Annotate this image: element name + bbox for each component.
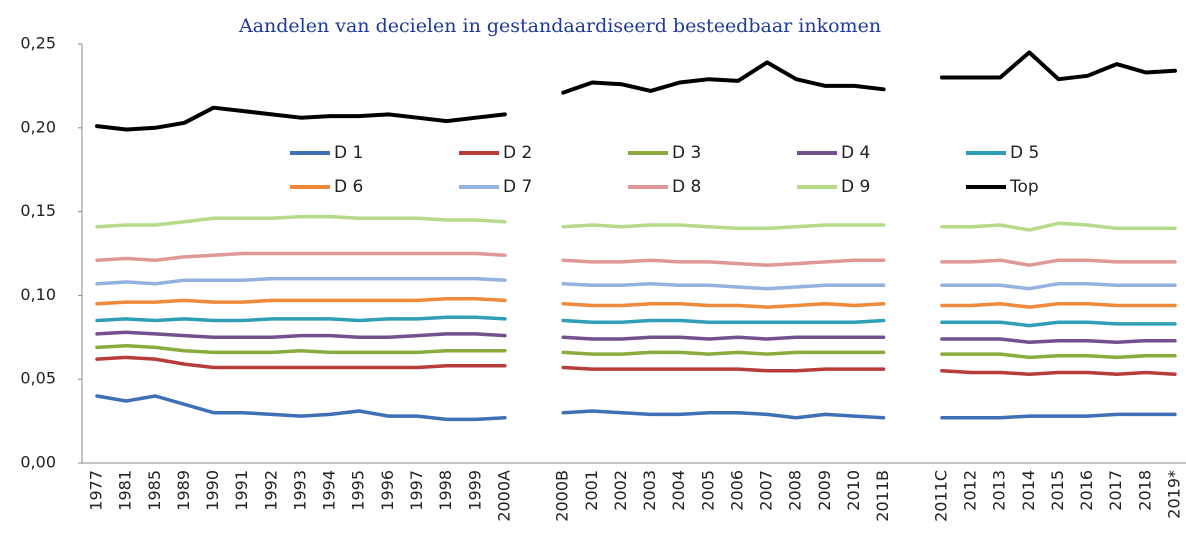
legend-label: D 9 — [841, 177, 870, 197]
x-tick-label: 1989 — [174, 470, 193, 511]
line-series — [95, 50, 1177, 132]
legend-label: D 3 — [672, 143, 701, 163]
line-series — [95, 214, 1177, 232]
x-tick-label: 1997 — [407, 470, 426, 511]
x-tick-label: 1994 — [320, 470, 339, 511]
x-tick-label: 2015 — [1048, 470, 1067, 511]
line-series — [95, 343, 1177, 360]
x-tick-label: 2000B — [553, 470, 572, 522]
legend-label: D 4 — [841, 143, 870, 163]
x-tick-label: 2017 — [1106, 470, 1125, 511]
x-tick-label: 2002 — [611, 470, 630, 511]
line-series — [95, 394, 1177, 422]
line-series — [95, 297, 1177, 309]
x-tick-label: 1999 — [465, 470, 484, 511]
legend-label: D 6 — [334, 177, 363, 197]
line-series — [95, 276, 1177, 291]
x-tick-label: 2011B — [873, 470, 892, 522]
line-series — [95, 315, 1177, 328]
x-tick-label: 2016 — [1077, 470, 1096, 511]
legend-label: D 5 — [1010, 143, 1039, 163]
legend-label: D 1 — [334, 143, 363, 163]
x-tick-label: 1991 — [232, 470, 251, 511]
x-tick-label: 1995 — [349, 470, 368, 511]
x-tick-label: 2018 — [1135, 470, 1154, 511]
x-tick-label: 2006 — [727, 470, 746, 511]
x-tick-label: 1993 — [290, 470, 309, 511]
x-tick-label: 1981 — [116, 470, 135, 511]
y-tick-label: 0,10 — [20, 285, 56, 304]
x-tick-label: 2003 — [640, 470, 659, 511]
line-series — [95, 251, 1177, 267]
y-tick-label: 0,15 — [20, 201, 56, 220]
x-tick-label: 2000A — [494, 470, 513, 522]
x-tick-label: 2008 — [786, 470, 805, 511]
x-tick-label: 2019* — [1165, 470, 1184, 519]
y-tick-label: 0,25 — [20, 34, 56, 53]
line-series — [95, 355, 1177, 376]
x-tick-label: 2012 — [961, 470, 980, 511]
legend-label: Top — [1009, 177, 1039, 197]
line-series — [95, 330, 1177, 345]
x-tick-label: 2010 — [844, 470, 863, 511]
legend-label: D 2 — [503, 143, 532, 163]
legend-label: D 8 — [672, 177, 701, 197]
x-tick-label: 1996 — [378, 470, 397, 511]
x-tick-label: 1985 — [145, 470, 164, 511]
x-tick-label: 1992 — [261, 470, 280, 511]
x-tick-label: 2005 — [698, 470, 717, 511]
x-tick-label: 2009 — [815, 470, 834, 511]
x-tick-label: 2004 — [669, 470, 688, 511]
legend-label: D 7 — [503, 177, 532, 197]
x-tick-label: 1998 — [436, 470, 455, 511]
x-tick-label: 2013 — [990, 470, 1009, 511]
x-tick-label: 1977 — [87, 470, 106, 511]
chart-title: Aandelen van decielen in gestandaardisee… — [238, 15, 881, 37]
x-tick-label: 2007 — [757, 470, 776, 511]
x-tick-label: 2001 — [582, 470, 601, 511]
y-tick-label: 0,20 — [20, 117, 56, 136]
x-tick-label: 1990 — [203, 470, 222, 511]
y-tick-label: 0,00 — [20, 453, 56, 472]
x-tick-label: 2011C — [931, 470, 950, 522]
x-tick-label: 2014 — [1019, 470, 1038, 511]
y-tick-label: 0,05 — [20, 369, 56, 388]
